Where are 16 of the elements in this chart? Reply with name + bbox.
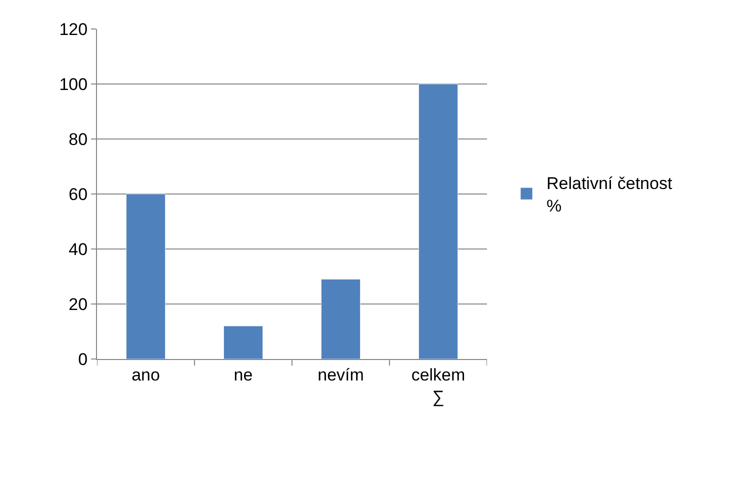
x-tick-label: ne: [234, 365, 253, 384]
y-tick-label: 20: [68, 294, 88, 314]
x-tick-label: nevím: [318, 365, 364, 384]
x-tick-label: ano: [132, 365, 160, 384]
y-tick-label: 60: [68, 184, 88, 204]
y-tick-label: 120: [59, 20, 88, 39]
y-tick-label: 40: [68, 240, 88, 259]
x-tick-label: celkem ∑: [411, 365, 466, 406]
bar: [418, 84, 458, 359]
y-tick-label: 100: [59, 74, 88, 94]
legend-label: Relativní četnost %: [546, 174, 672, 216]
y-tick-label: 80: [68, 130, 88, 149]
bar: [321, 279, 360, 359]
bar: [126, 194, 166, 359]
bar: [224, 326, 263, 359]
y-tick-label: 0: [78, 350, 88, 369]
